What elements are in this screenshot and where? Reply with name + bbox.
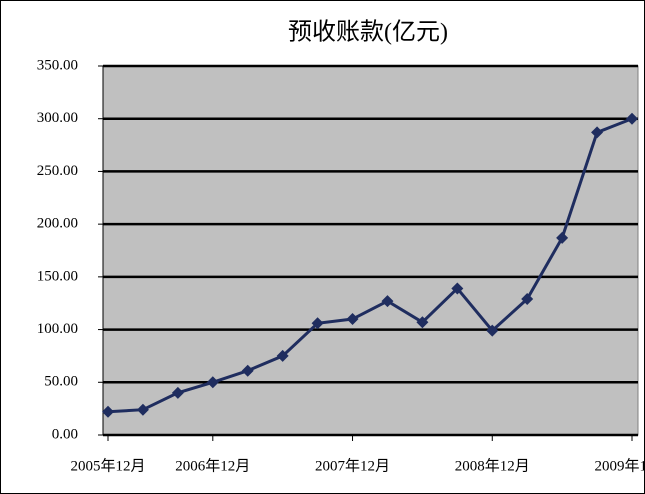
data-point	[626, 112, 638, 125]
data-point	[276, 349, 289, 362]
data-point	[102, 405, 114, 418]
x-tick-label: 2008年12月	[455, 457, 530, 474]
data-point	[486, 324, 499, 337]
data-point	[241, 364, 254, 377]
data-point	[171, 386, 184, 399]
data-line	[107, 117, 633, 414]
y-tick-label: 200.00	[37, 216, 78, 232]
x-tick-label: 2007年12月	[315, 457, 390, 474]
plot-area	[102, 65, 639, 436]
data-point	[521, 292, 534, 305]
y-tick-label: 300.00	[37, 110, 78, 126]
y-tick-label: 350.00	[37, 57, 78, 73]
y-tick-label: 150.00	[37, 268, 78, 284]
x-tick-label: 2006年12月	[175, 457, 250, 474]
data-point	[381, 295, 394, 308]
y-tick-label: 0.00	[52, 426, 78, 442]
data-point	[556, 231, 569, 244]
data-point	[206, 376, 219, 389]
data-point	[416, 316, 429, 329]
data-point	[311, 317, 324, 330]
data-point	[591, 126, 604, 139]
x-tick-label: 2009年12月	[594, 457, 645, 474]
y-tick-label: 100.00	[37, 321, 78, 337]
data-point	[346, 313, 359, 326]
x-tick-label: 2005年12月	[70, 457, 145, 474]
y-tick-label: 250.00	[37, 163, 78, 179]
data-point	[451, 282, 464, 295]
y-tick-label: 50.00	[44, 374, 78, 390]
data-point	[136, 403, 149, 416]
chart-title: 预收账款(亿元)	[288, 19, 448, 46]
